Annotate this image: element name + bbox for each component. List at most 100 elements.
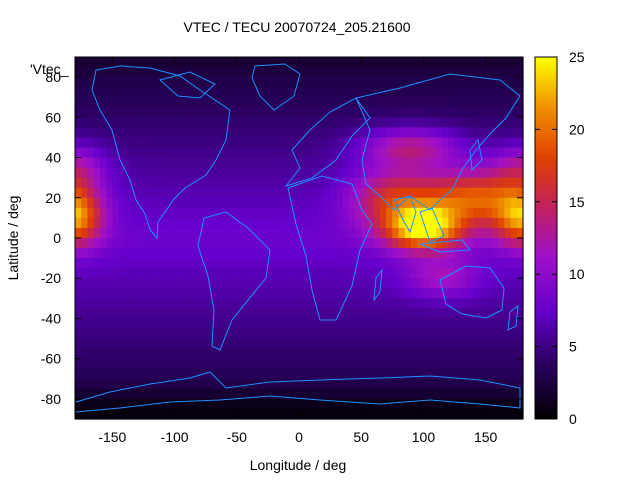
heatmap-cell: [442, 268, 449, 279]
heatmap-cell: [330, 227, 337, 239]
heatmap-cell: [417, 67, 425, 78]
heatmap-cell: [174, 197, 182, 209]
colorbar-tick-label: 20: [569, 121, 585, 137]
heatmap-cell: [398, 258, 406, 269]
heatmap-cell: [504, 117, 512, 128]
heatmap-cell: [392, 207, 400, 219]
heatmap-cell: [180, 388, 188, 400]
heatmap-cell: [106, 378, 113, 390]
heatmap-cell: [386, 137, 393, 149]
heatmap-cell: [267, 358, 275, 370]
heatmap-cell: [174, 238, 182, 249]
heatmap-cell: [448, 167, 456, 179]
heatmap-cell: [342, 308, 350, 320]
heatmap-cell: [93, 117, 101, 128]
heatmap-cell: [485, 258, 493, 269]
heatmap-cell: [255, 318, 263, 330]
heatmap-cell: [348, 288, 356, 299]
heatmap-cell: [342, 348, 350, 360]
heatmap-cell: [330, 117, 337, 128]
heatmap-cell: [373, 288, 381, 299]
heatmap-cell: [317, 107, 325, 118]
heatmap-cell: [404, 338, 412, 350]
heatmap-cell: [355, 127, 362, 139]
heatmap-cell: [348, 147, 356, 159]
heatmap-cell: [479, 97, 487, 108]
heatmap-cell: [218, 107, 225, 118]
heatmap-cell: [336, 57, 344, 68]
heatmap-cell: [162, 77, 169, 88]
heatmap-cell: [305, 328, 313, 340]
heatmap-cell: [162, 137, 169, 149]
heatmap-cell: [429, 408, 437, 420]
heatmap-cell: [193, 328, 201, 340]
heatmap-cell: [460, 368, 468, 380]
heatmap-cell: [404, 167, 412, 179]
heatmap-cell: [467, 67, 474, 78]
heatmap-cell: [261, 197, 269, 209]
heatmap-cell: [442, 67, 449, 78]
heatmap-cell: [255, 137, 263, 149]
heatmap-cell: [193, 67, 201, 78]
heatmap-cell: [280, 87, 288, 98]
heatmap-cell: [118, 238, 126, 249]
heatmap-cell: [442, 348, 449, 360]
heatmap-cell: [361, 358, 369, 370]
heatmap-cell: [417, 328, 425, 340]
heatmap-cell: [379, 268, 387, 279]
heatmap-cell: [491, 127, 499, 139]
heatmap-cell: [516, 358, 524, 370]
heatmap-cell: [411, 67, 418, 78]
coastline-new-zealand: [507, 304, 519, 331]
heatmap-cell: [193, 278, 201, 289]
heatmap-cell: [218, 197, 225, 209]
heatmap-cell: [193, 197, 201, 209]
heatmap-cell: [292, 298, 300, 309]
heatmap-cell: [510, 177, 518, 189]
heatmap-cell: [224, 398, 232, 410]
heatmap-cell: [143, 57, 151, 68]
heatmap-cell: [491, 378, 499, 390]
heatmap-cell: [124, 67, 132, 78]
heatmap-cell: [211, 268, 219, 279]
heatmap-cell: [305, 348, 313, 360]
heatmap-cell: [87, 147, 95, 159]
heatmap-cell: [143, 77, 151, 88]
heatmap-cell: [299, 57, 306, 68]
heatmap-cell: [423, 67, 431, 78]
heatmap-cell: [504, 97, 512, 108]
heatmap-cell: [162, 157, 169, 169]
heatmap-cell: [485, 338, 493, 350]
heatmap-cell: [348, 167, 356, 179]
heatmap-cell: [311, 348, 319, 360]
heatmap-cell: [124, 348, 132, 360]
heatmap-cell: [205, 67, 213, 78]
heatmap-cell: [398, 167, 406, 179]
heatmap-cell: [498, 217, 505, 229]
heatmap-cell: [367, 338, 375, 350]
heatmap-cell: [224, 258, 232, 269]
heatmap-cell: [460, 57, 468, 68]
heatmap-cell: [435, 328, 443, 340]
heatmap-cell: [137, 308, 145, 320]
heatmap-cell: [504, 137, 512, 149]
heatmap-cell: [99, 318, 107, 330]
heatmap-cell: [224, 278, 232, 289]
heatmap-cell: [168, 117, 176, 128]
heatmap-cell: [467, 157, 474, 169]
heatmap-cell: [417, 157, 425, 169]
heatmap-cell: [81, 378, 89, 390]
heatmap-cell: [155, 87, 163, 98]
heatmap-cell: [361, 227, 369, 239]
heatmap-cell: [218, 187, 225, 199]
heatmap-cell: [193, 77, 201, 88]
heatmap-cell: [162, 87, 169, 98]
heatmap-cell: [230, 358, 238, 370]
heatmap-cell: [230, 298, 238, 309]
heatmap-cell: [99, 298, 107, 309]
heatmap-cell: [180, 207, 188, 219]
heatmap-cell: [411, 177, 418, 189]
heatmap-cell: [417, 308, 425, 320]
heatmap-cell: [211, 378, 219, 390]
heatmap-cell: [311, 338, 319, 350]
